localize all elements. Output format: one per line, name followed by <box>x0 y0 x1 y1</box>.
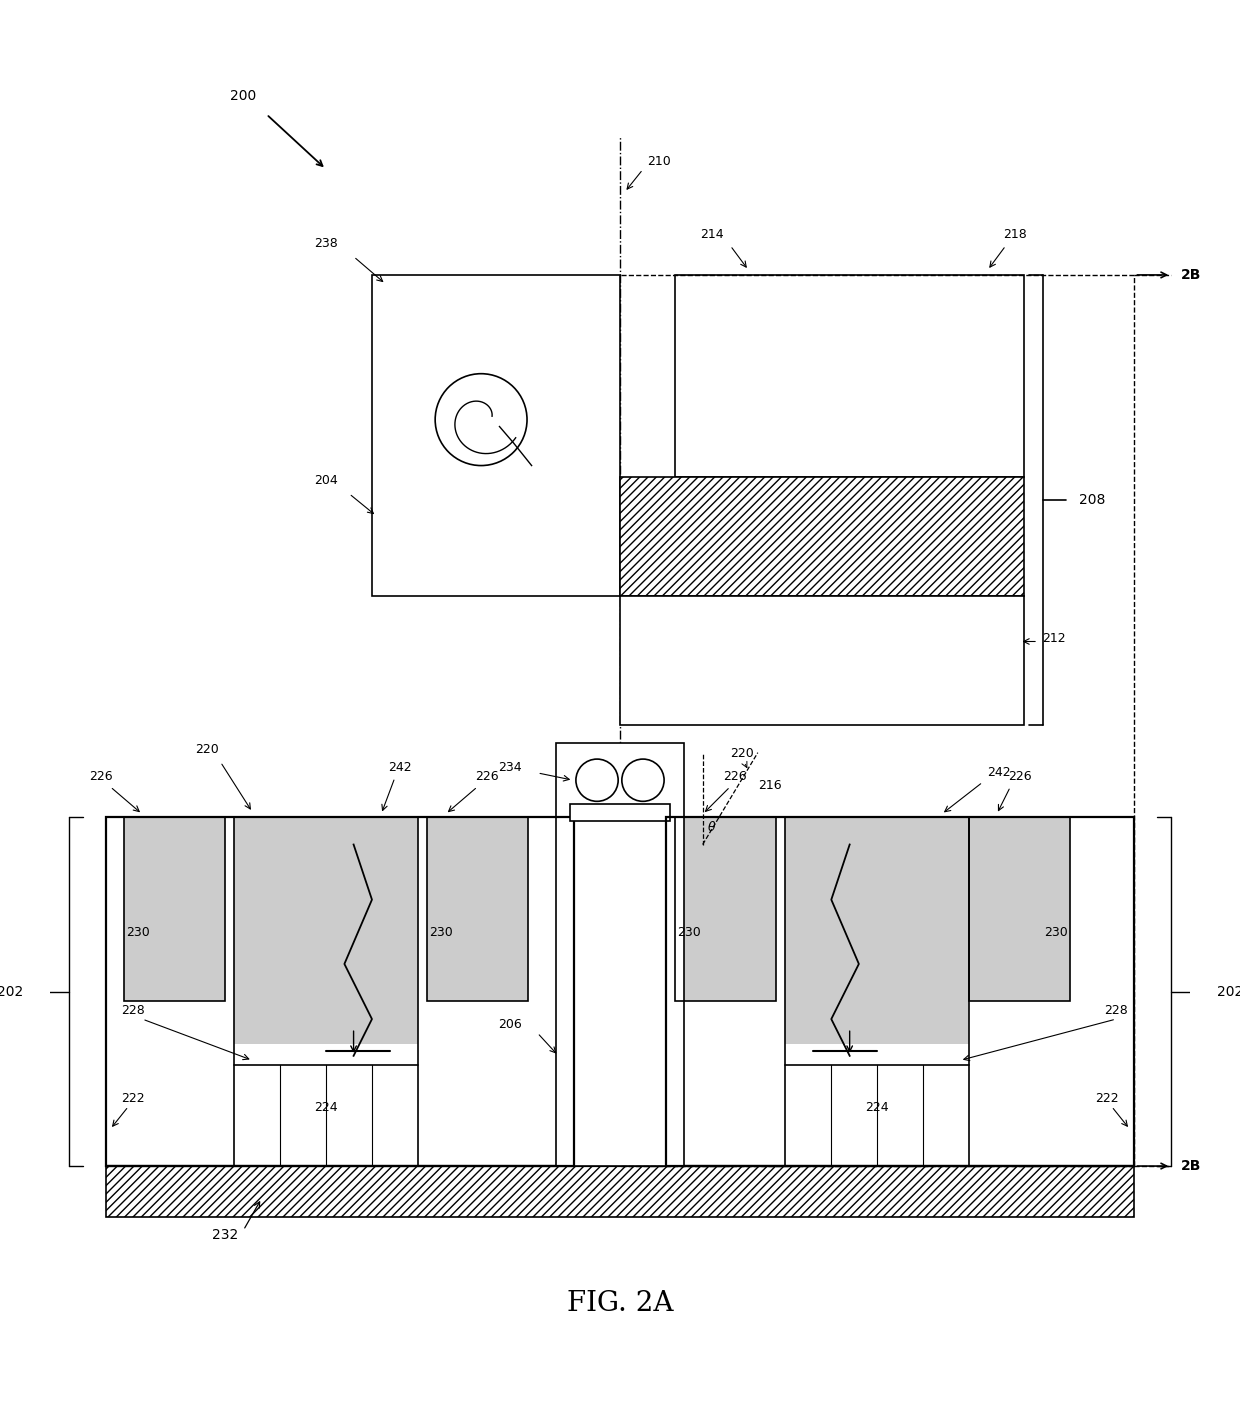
Text: 230: 230 <box>1044 926 1068 940</box>
Text: 242: 242 <box>987 765 1011 778</box>
Bar <box>556 743 684 1166</box>
Circle shape <box>621 760 665 802</box>
Text: 220: 220 <box>195 743 218 756</box>
Bar <box>675 274 1024 477</box>
Bar <box>124 817 224 1000</box>
Bar <box>620 597 1024 725</box>
Text: 230: 230 <box>125 926 150 940</box>
Text: 216: 216 <box>758 779 781 792</box>
Text: 218: 218 <box>1003 228 1027 241</box>
Text: 212: 212 <box>1043 632 1066 646</box>
Text: 200: 200 <box>231 90 257 103</box>
Bar <box>105 817 574 1166</box>
Bar <box>427 817 528 1000</box>
Text: 220: 220 <box>730 747 754 760</box>
Bar <box>570 803 670 820</box>
Text: 226: 226 <box>1008 770 1032 784</box>
Text: 238: 238 <box>314 238 337 250</box>
Bar <box>675 817 776 1000</box>
Text: 2B: 2B <box>1180 267 1200 281</box>
Text: 2B: 2B <box>1180 1159 1200 1173</box>
Bar <box>970 817 1070 1000</box>
Bar <box>970 817 1070 1000</box>
Bar <box>234 817 418 1166</box>
Text: $\theta$: $\theta$ <box>707 820 717 834</box>
Bar <box>785 817 970 1166</box>
Text: FIG. 2A: FIG. 2A <box>567 1290 673 1317</box>
Text: 204: 204 <box>314 474 337 487</box>
Circle shape <box>575 760 619 802</box>
Bar <box>105 1166 1135 1217</box>
Text: 226: 226 <box>723 770 746 784</box>
Bar <box>666 817 1135 1166</box>
Text: 222: 222 <box>122 1092 145 1104</box>
Text: 242: 242 <box>388 761 412 774</box>
Text: 228: 228 <box>1104 1005 1128 1017</box>
Text: 208: 208 <box>1079 492 1106 507</box>
Text: 230: 230 <box>677 926 701 940</box>
Text: 234: 234 <box>498 761 522 774</box>
Text: 224: 224 <box>314 1100 337 1114</box>
Text: 222: 222 <box>1095 1092 1118 1104</box>
Text: 230: 230 <box>429 926 453 940</box>
Bar <box>427 817 528 1000</box>
Text: 214: 214 <box>701 228 724 241</box>
Circle shape <box>435 374 527 466</box>
Text: 236: 236 <box>634 573 657 585</box>
Bar <box>620 477 1024 597</box>
Bar <box>234 817 418 1044</box>
Bar <box>124 817 224 1000</box>
Text: 226: 226 <box>89 770 113 784</box>
Text: 224: 224 <box>866 1100 889 1114</box>
Bar <box>675 817 776 1000</box>
Text: 210: 210 <box>647 155 671 167</box>
Text: 202: 202 <box>0 985 22 999</box>
Bar <box>372 274 620 597</box>
Text: 228: 228 <box>122 1005 145 1017</box>
Bar <box>785 817 970 1044</box>
Text: 206: 206 <box>498 1019 522 1031</box>
Text: 202: 202 <box>1218 985 1240 999</box>
Text: 232: 232 <box>212 1228 238 1242</box>
Text: 226: 226 <box>475 770 498 784</box>
